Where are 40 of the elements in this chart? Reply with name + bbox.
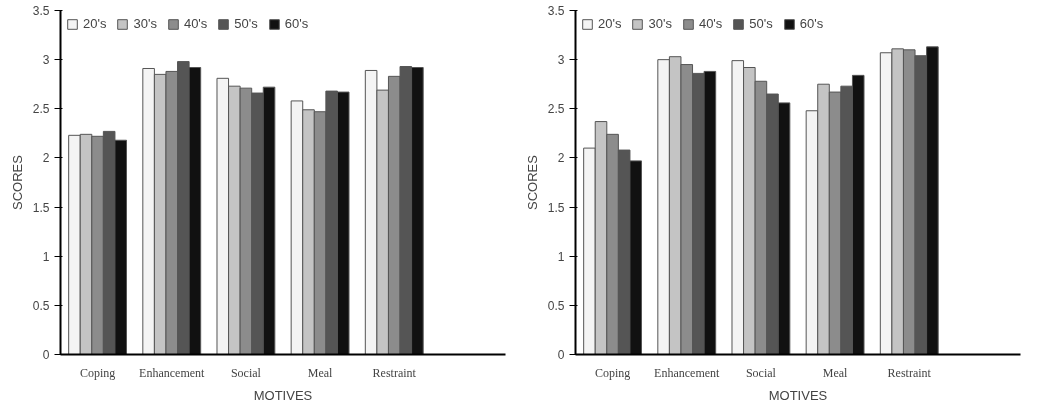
x-tick-label: Social [745,365,777,380]
y-tick-label: 1.5 [547,200,565,215]
x-tick-label: Coping [79,365,116,380]
legend-label: 40's [183,16,208,31]
y-tick-label: 0.5 [32,298,50,313]
y-tick-label: 2.5 [547,102,565,117]
x-axis-title: MOTIVES [768,387,828,403]
legend-label: 30's [133,16,157,31]
y-tick-label: 3 [42,53,50,68]
y-tick-label: 1 [42,249,50,264]
y-tick-label: 0 [557,348,565,362]
legend-label: 30's [648,16,672,31]
y-tick-label: 1.5 [32,200,50,215]
y-axis-title: SCORES [9,154,25,210]
legend-label: 40's [698,16,723,31]
legend-label: 60's [284,16,309,31]
legend-label: 50's [749,16,773,31]
y-tick-label: 2 [557,151,565,166]
x-tick-label: Meal [822,365,849,380]
y-tick-label: 2 [42,151,50,166]
x-tick-label: Meal [307,365,334,380]
y-tick-label: 1 [557,249,565,264]
legend-label: 20's [83,16,107,31]
x-tick-label: Restraint [887,365,932,380]
y-tick-label: 2.5 [32,102,50,117]
y-tick-label: 0 [42,348,50,362]
legend-label: 20's [598,16,622,31]
y-tick-label: 3.5 [547,4,565,18]
x-tick-label: Social [230,365,262,380]
y-tick-label: 3.5 [32,4,50,18]
legend-label: 50's [234,16,258,31]
x-tick-label: Enhancement [139,365,206,380]
x-tick-label: Restraint [372,365,417,380]
y-tick-label: 0.5 [547,298,565,313]
x-tick-label: Enhancement [654,365,721,380]
y-tick-label: 3 [557,53,565,68]
x-tick-label: Coping [594,365,631,380]
legend-label: 60's [799,16,824,31]
x-axis-title: MOTIVES [253,387,313,403]
y-axis-title: SCORES [524,154,540,210]
